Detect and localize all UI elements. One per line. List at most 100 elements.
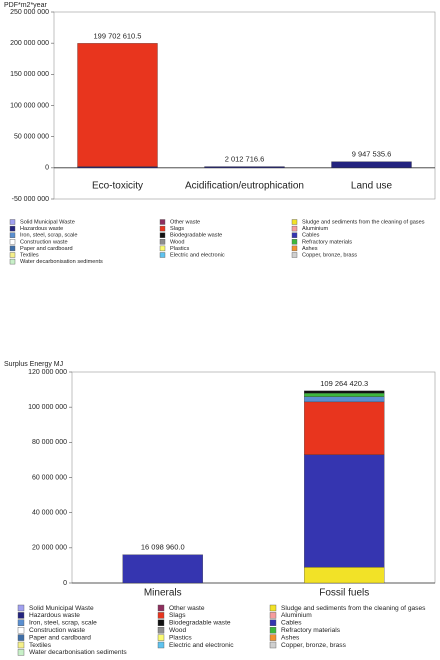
legend-swatch	[269, 604, 277, 612]
legend-label: Plastics	[169, 634, 192, 641]
legend-swatch	[17, 641, 25, 649]
legend-swatch	[159, 225, 166, 232]
category-label: Land use	[351, 181, 393, 192]
legend-label: Iron, steel, scrap, scale	[29, 620, 97, 627]
total-label: 2 012 716.6	[225, 155, 265, 164]
legend-swatch	[269, 627, 277, 634]
legend-label: Textiles	[29, 642, 52, 649]
legend-swatch	[159, 239, 166, 245]
legend-swatch	[291, 219, 298, 225]
legend-swatch	[157, 641, 165, 649]
total-label: 199 702 610.5	[94, 31, 142, 40]
legend-swatch	[17, 649, 25, 656]
legend-label: Electric and electronic	[170, 252, 225, 258]
legend-swatch	[269, 634, 277, 641]
legend-swatch	[291, 225, 298, 232]
y-tick-label: 200 000 000	[10, 40, 49, 47]
legend-label: Aluminium	[281, 612, 312, 619]
chart: PDF*m2*year -50 000 000 0 50 000 000 100 000…	[4, 2, 436, 265]
legend-swatch	[9, 225, 16, 232]
legend-swatch	[269, 619, 277, 626]
legend-label: Cables	[281, 620, 302, 627]
legend-swatch	[291, 245, 298, 252]
y-tick-label: 40 000 000	[32, 510, 67, 517]
legend-swatch	[157, 604, 165, 612]
legend-swatch	[157, 619, 165, 626]
legend-label: Paper and cardboard	[29, 634, 91, 641]
y-tick-label: 60 000 000	[32, 474, 67, 481]
bar-segment	[304, 390, 385, 394]
y-tick-label: 20 000 000	[32, 545, 67, 552]
legend-label: Solid Municipal Waste	[20, 219, 75, 225]
legend-swatch	[159, 219, 166, 225]
legend-label: Textiles	[20, 252, 39, 258]
legend-label: Water decarbonisation sediments	[29, 649, 127, 656]
y-axis-label: Surplus Energy MJ	[4, 361, 63, 368]
legend-label: Slags	[169, 612, 186, 619]
legend-label: Construction waste	[29, 627, 85, 634]
legend-label: Iron, steel, scrap, scale	[20, 233, 78, 239]
legend-swatch	[9, 245, 16, 252]
legend-label: Aluminium	[302, 226, 328, 232]
legend-label: Biodegradable waste	[170, 233, 222, 239]
legend-swatch	[291, 239, 298, 245]
legend-label: Sludge and sediments from the cleaning o…	[302, 219, 425, 225]
legend-swatch	[9, 258, 16, 265]
legend-label: Electric and electronic	[169, 642, 234, 649]
legend-swatch	[159, 245, 166, 252]
legend-label: Ashes	[302, 246, 318, 252]
bar-segment	[304, 567, 385, 584]
legend-swatch	[17, 619, 25, 626]
legend-swatch	[17, 634, 25, 641]
y-tick-label: 250 000 000	[10, 9, 49, 16]
category-label: Minerals	[144, 588, 182, 599]
legend-label: Other waste	[169, 605, 205, 612]
legend-label: Cables	[302, 233, 320, 239]
bar-segment	[331, 161, 412, 168]
legend-label: Paper and cardboard	[20, 246, 73, 252]
legend-swatch	[9, 239, 16, 245]
bar-segment	[77, 43, 158, 167]
legend-label: Wood	[170, 239, 185, 245]
legend-label: Wood	[169, 627, 186, 634]
legend-swatch	[9, 232, 16, 238]
category-label: Fossil fuels	[319, 588, 369, 599]
legend-label: Construction waste	[20, 239, 68, 245]
total-label: 109 264 420.3	[320, 379, 368, 388]
legend-swatch	[17, 612, 25, 619]
legend-swatch	[269, 612, 277, 619]
legend-swatch	[291, 252, 298, 258]
bar-segment	[304, 454, 385, 568]
legend-swatch	[159, 232, 166, 238]
legend-label: Biodegradable waste	[169, 620, 231, 627]
bar-segment	[122, 554, 203, 584]
bar-segment	[304, 401, 385, 455]
legend-label: Hazardous waste	[20, 226, 63, 232]
y-tick-label: -50 000 000	[12, 196, 49, 203]
bar-segment	[304, 396, 385, 403]
total-label: 9 947 535.6	[352, 150, 392, 159]
y-tick-label: 100 000 000	[10, 102, 49, 109]
y-tick-label: 0	[63, 580, 67, 587]
legend-label: Solid Municipal Waste	[29, 605, 94, 612]
legend-swatch	[9, 219, 16, 225]
legend-label: Slags	[170, 226, 184, 232]
y-tick-label: 0	[45, 165, 49, 172]
legend-label: Water decarbonisation sediments	[20, 259, 103, 265]
bar-segment	[304, 392, 385, 397]
legend-swatch	[291, 232, 298, 238]
legend-swatch	[17, 627, 25, 634]
legend-label: Other waste	[170, 219, 200, 225]
bar-segment	[77, 166, 158, 168]
legend-swatch	[159, 252, 166, 258]
y-axis-label: PDF*m2*year	[4, 2, 47, 9]
legend-swatch	[17, 604, 25, 612]
total-label: 16 098 960.0	[141, 543, 185, 552]
chart: Surplus Energy MJ 0 20 000 000 40 000 000 60…	[4, 361, 436, 656]
legend-swatch	[157, 612, 165, 619]
legend-label: Plastics	[170, 246, 189, 252]
legend-label: Ashes	[281, 634, 300, 641]
bar-segment	[204, 166, 285, 168]
